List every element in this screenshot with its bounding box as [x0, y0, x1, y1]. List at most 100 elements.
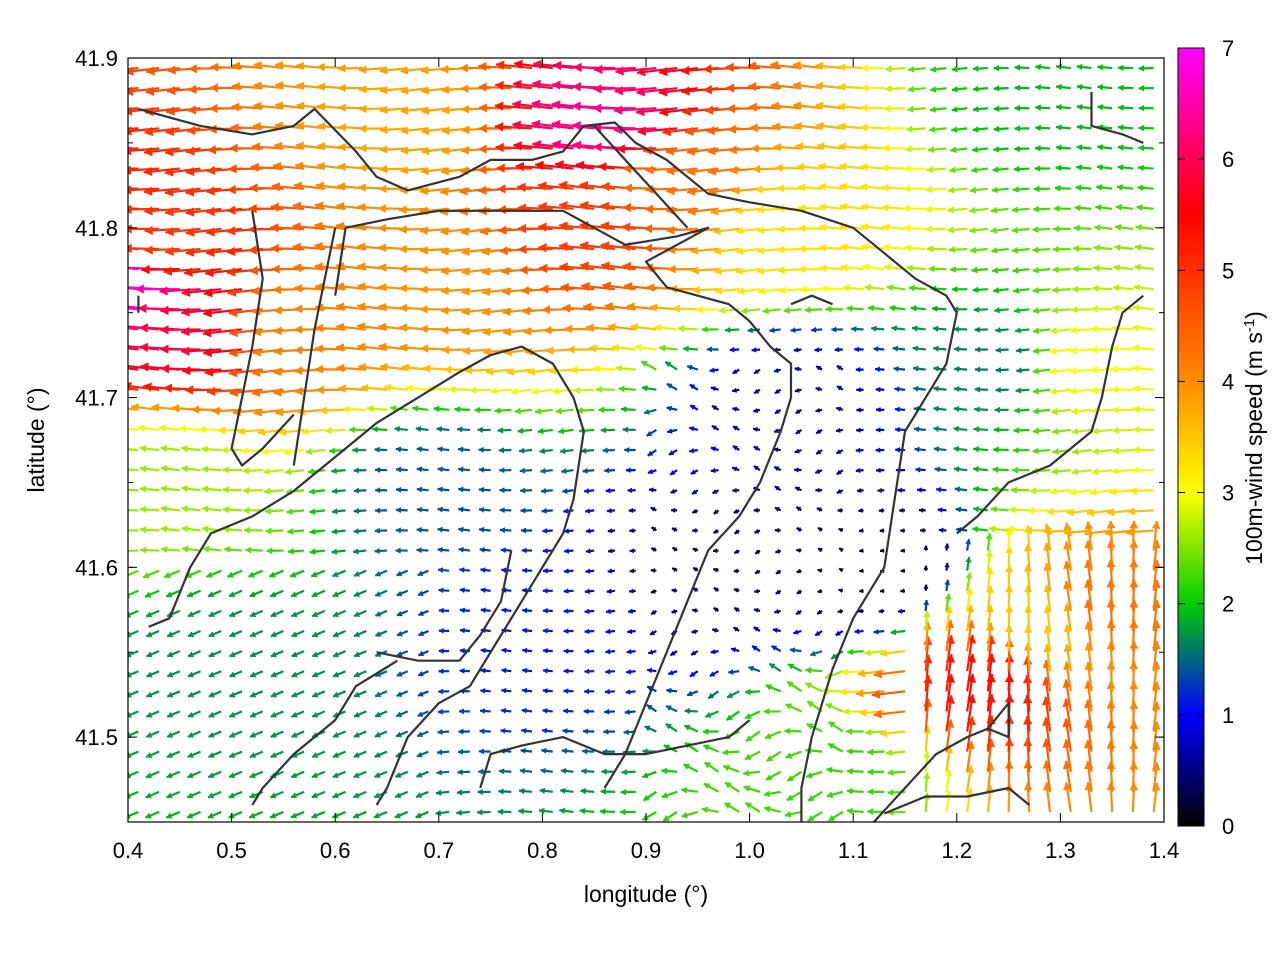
wind-arrow — [795, 142, 823, 151]
contour-line — [956, 294, 1144, 535]
wind-arrow — [291, 629, 305, 638]
wind-arrow — [635, 106, 678, 117]
wind-arrow — [893, 366, 906, 372]
wind-arrow — [1111, 324, 1133, 333]
wind-arrow — [814, 487, 823, 493]
wind-arrow — [777, 266, 802, 275]
wind-arrow — [585, 323, 616, 333]
wind-arrow — [458, 708, 470, 715]
wind-arrow — [795, 609, 802, 616]
wind-arrow — [311, 790, 326, 799]
wind-arrow — [836, 507, 843, 513]
wind-arrow — [886, 284, 906, 292]
wind-arrow — [658, 87, 698, 97]
wind-arrow — [735, 267, 761, 276]
wind-arrow — [166, 750, 181, 759]
wind-arrow — [435, 769, 450, 776]
wind-arrow — [894, 426, 906, 433]
wind-arrow — [629, 568, 636, 574]
wind-arrow — [583, 668, 595, 675]
wind-arrow — [437, 466, 450, 473]
wind-arrow — [774, 408, 782, 415]
wind-arrow — [1055, 63, 1071, 71]
wind-arrow — [290, 609, 305, 618]
wind-arrow — [1043, 527, 1071, 536]
wind-arrow — [394, 790, 409, 799]
wind-arrow — [985, 532, 993, 551]
wind-arrow — [309, 528, 325, 535]
wind-arrow — [186, 790, 201, 799]
wind-arrow — [773, 447, 781, 453]
wind-arrow — [867, 304, 885, 312]
wind-arrow — [222, 486, 243, 494]
wind-arrow — [689, 404, 699, 411]
wind-arrow — [415, 790, 429, 799]
wind-arrow — [692, 285, 719, 295]
wind-arrow — [379, 125, 408, 135]
wind-arrow — [516, 182, 553, 193]
wind-arrow — [416, 730, 429, 738]
wind-arrow — [606, 588, 616, 594]
wind-arrow — [735, 247, 761, 255]
wind-arrow — [395, 730, 409, 738]
wind-arrow — [1055, 83, 1071, 91]
wind-arrow — [798, 244, 823, 253]
wind-arrow — [711, 627, 719, 633]
wind-arrow — [477, 61, 512, 72]
wind-arrow — [474, 406, 491, 414]
x-tick-label: 1.1 — [838, 838, 869, 863]
wind-arrow — [861, 263, 885, 272]
wind-arrow — [867, 768, 885, 776]
wind-arrow — [703, 782, 720, 793]
wind-arrow — [762, 307, 781, 315]
wind-arrow — [331, 548, 346, 555]
wind-arrow — [778, 286, 802, 295]
wind-arrow — [690, 469, 699, 475]
wind-arrow — [628, 528, 636, 534]
wind-arrow — [817, 526, 823, 533]
wind-arrow — [379, 105, 408, 115]
wind-arrow — [794, 486, 802, 492]
x-tick-label: 0.4 — [113, 838, 144, 863]
wind-arrow — [944, 768, 953, 792]
wind-arrow — [745, 730, 761, 742]
wind-arrow — [180, 505, 201, 513]
wind-arrow — [1066, 508, 1092, 517]
wind-arrow — [733, 606, 740, 613]
wind-arrow — [400, 86, 429, 95]
wind-arrow — [480, 587, 491, 594]
wind-arrow — [555, 407, 574, 415]
wind-arrow — [845, 728, 864, 735]
wind-arrow — [796, 527, 802, 533]
wind-arrow — [457, 466, 470, 473]
wind-arrow — [332, 609, 346, 618]
wind-arrow — [580, 447, 595, 454]
wind-arrow — [1127, 507, 1154, 516]
wind-arrow — [1055, 104, 1071, 111]
wind-arrow — [128, 509, 139, 512]
wind-arrow — [1093, 244, 1113, 252]
wind-arrow — [646, 667, 657, 674]
wind-arrow — [1013, 125, 1030, 132]
wind-arrow — [671, 546, 678, 552]
wind-arrow — [1076, 144, 1092, 151]
wind-arrow — [624, 709, 636, 715]
wind-arrow — [139, 342, 180, 353]
wind-arrow — [1091, 447, 1113, 455]
wind-arrow — [207, 589, 222, 598]
wind-arrow — [1032, 367, 1051, 375]
wind-arrow — [1049, 487, 1071, 496]
wind-arrow — [754, 549, 761, 555]
wind-arrow — [1013, 104, 1030, 112]
wind-arrow — [331, 528, 346, 535]
wind-arrow — [626, 628, 636, 635]
wind-arrow — [1116, 184, 1134, 191]
wind-arrow — [753, 626, 761, 632]
wind-arrow — [783, 306, 802, 314]
wind-arrow — [135, 284, 180, 294]
wind-arrow — [1090, 407, 1113, 415]
wind-arrow — [205, 186, 243, 196]
wind-arrow — [1117, 124, 1134, 131]
wind-arrow — [1032, 327, 1051, 335]
wind-arrow — [928, 126, 947, 133]
